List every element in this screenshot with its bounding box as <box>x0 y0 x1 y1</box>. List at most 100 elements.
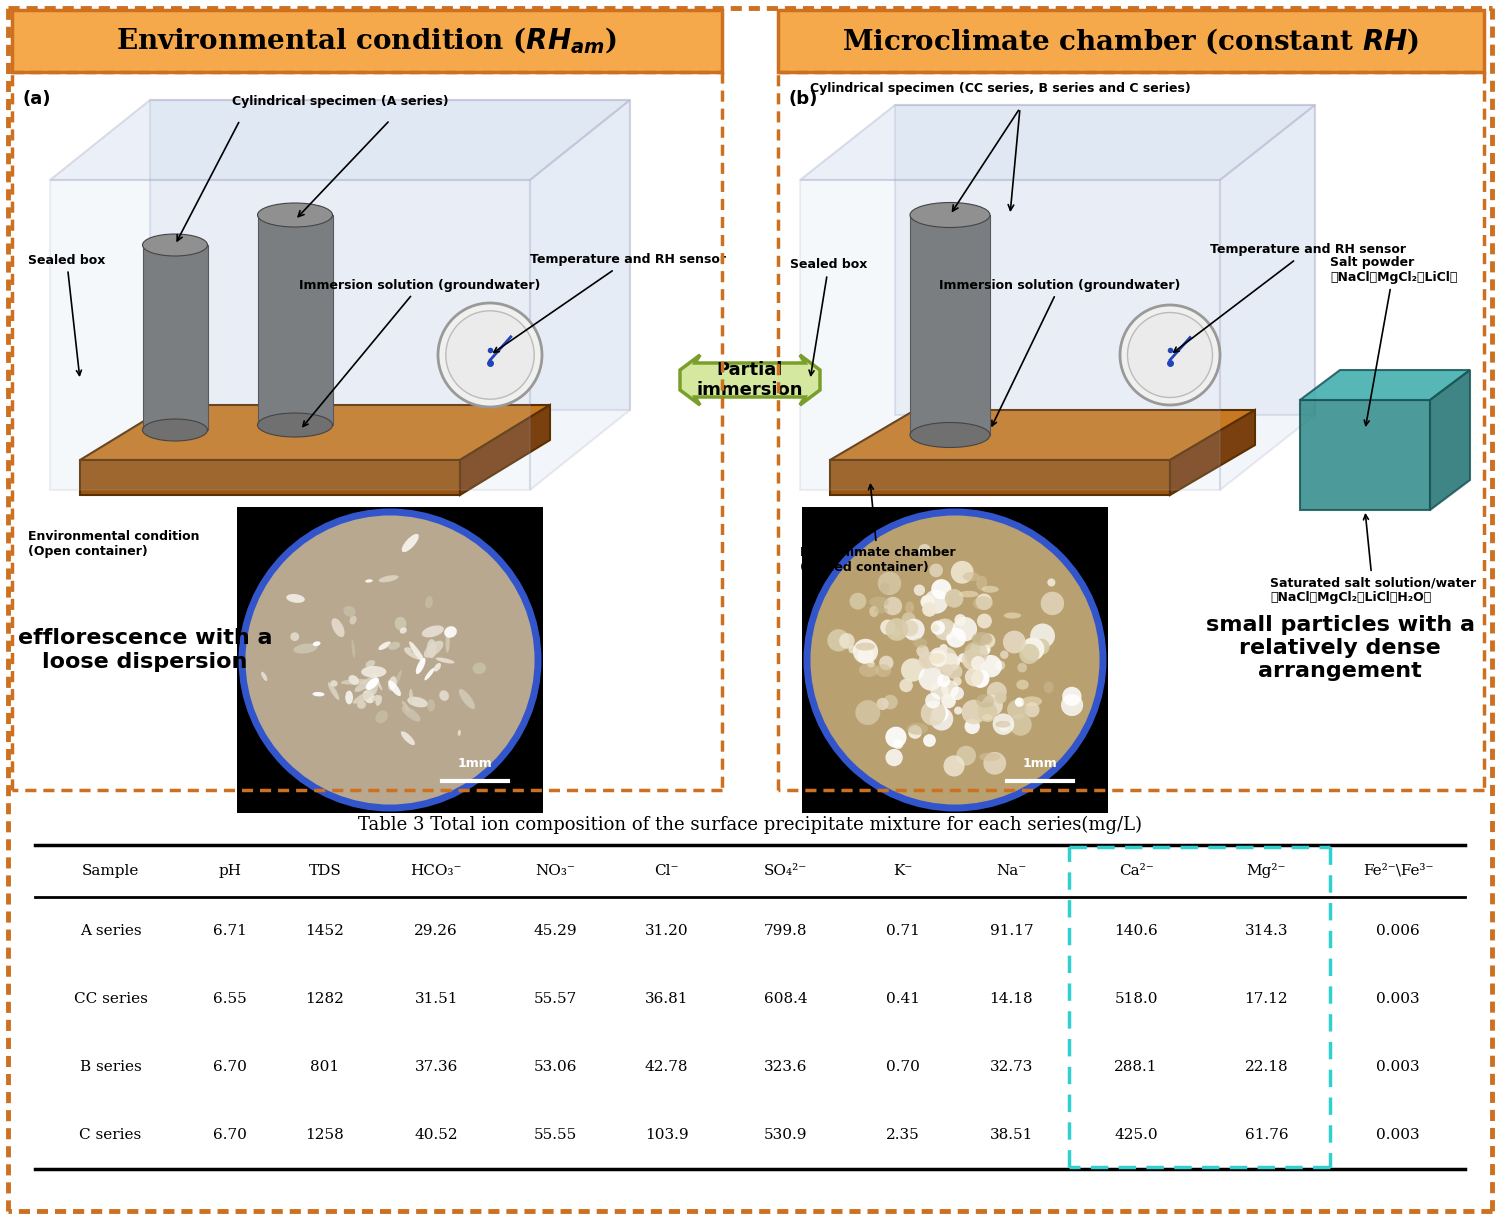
Circle shape <box>996 661 1005 670</box>
Ellipse shape <box>928 653 945 663</box>
Polygon shape <box>1170 410 1256 495</box>
Polygon shape <box>830 460 1170 495</box>
Circle shape <box>921 595 934 610</box>
Circle shape <box>930 681 948 700</box>
Ellipse shape <box>422 625 444 638</box>
Circle shape <box>891 628 902 638</box>
Circle shape <box>938 620 952 635</box>
Circle shape <box>918 666 944 691</box>
Ellipse shape <box>868 596 888 607</box>
Ellipse shape <box>440 690 448 701</box>
Ellipse shape <box>427 700 435 712</box>
Text: Na⁻: Na⁻ <box>996 864 1026 878</box>
Circle shape <box>242 512 538 808</box>
Text: 1452: 1452 <box>306 924 345 937</box>
Text: CC series: CC series <box>74 992 147 1006</box>
Circle shape <box>946 664 963 679</box>
Circle shape <box>1020 644 1040 664</box>
Circle shape <box>879 656 894 670</box>
Ellipse shape <box>374 673 382 690</box>
Ellipse shape <box>362 666 387 678</box>
Ellipse shape <box>411 642 416 653</box>
Ellipse shape <box>1017 680 1029 690</box>
Text: HCO₃⁻: HCO₃⁻ <box>411 864 462 878</box>
Circle shape <box>930 707 952 730</box>
Ellipse shape <box>350 616 357 624</box>
Circle shape <box>981 634 996 649</box>
Circle shape <box>927 655 939 668</box>
Text: 608.4: 608.4 <box>764 992 807 1006</box>
Ellipse shape <box>366 659 375 668</box>
Ellipse shape <box>402 706 420 722</box>
Circle shape <box>976 594 993 610</box>
Circle shape <box>945 589 963 607</box>
Circle shape <box>438 304 542 407</box>
Polygon shape <box>1430 371 1470 510</box>
Circle shape <box>954 707 962 714</box>
Circle shape <box>849 592 867 610</box>
Circle shape <box>876 697 888 709</box>
Circle shape <box>918 544 930 556</box>
Ellipse shape <box>142 234 207 256</box>
Ellipse shape <box>424 668 435 680</box>
Ellipse shape <box>404 647 423 659</box>
Circle shape <box>952 617 976 641</box>
Text: 38.51: 38.51 <box>990 1128 1033 1142</box>
Circle shape <box>951 561 974 584</box>
Text: Cylindrical specimen (A series): Cylindrical specimen (A series) <box>231 95 448 108</box>
Circle shape <box>952 677 962 685</box>
Ellipse shape <box>435 657 454 663</box>
Text: 103.9: 103.9 <box>645 1128 688 1142</box>
Circle shape <box>885 727 906 747</box>
Polygon shape <box>680 355 820 405</box>
Ellipse shape <box>976 575 987 590</box>
Circle shape <box>1034 639 1050 655</box>
Text: 91.17: 91.17 <box>990 924 1033 937</box>
Circle shape <box>922 734 936 747</box>
Circle shape <box>1017 663 1028 673</box>
Circle shape <box>933 650 950 666</box>
Ellipse shape <box>400 731 416 745</box>
Text: 6.70: 6.70 <box>213 1061 246 1074</box>
Ellipse shape <box>354 677 375 692</box>
Circle shape <box>951 686 964 700</box>
Text: 55.57: 55.57 <box>534 992 578 1006</box>
Ellipse shape <box>1044 681 1053 694</box>
Ellipse shape <box>972 631 992 645</box>
Text: 61.76: 61.76 <box>1245 1128 1288 1142</box>
Circle shape <box>1047 578 1056 586</box>
Circle shape <box>980 655 1002 678</box>
Circle shape <box>981 695 1004 716</box>
Polygon shape <box>800 180 1220 490</box>
Ellipse shape <box>402 534 418 552</box>
Circle shape <box>885 748 903 767</box>
Ellipse shape <box>880 583 890 594</box>
Circle shape <box>1128 312 1212 397</box>
Ellipse shape <box>402 701 410 712</box>
Ellipse shape <box>426 639 436 658</box>
Circle shape <box>918 652 936 669</box>
Circle shape <box>1041 591 1064 616</box>
Text: K⁻: K⁻ <box>892 864 912 878</box>
Circle shape <box>934 618 956 640</box>
Polygon shape <box>1220 105 1316 490</box>
Ellipse shape <box>330 680 338 686</box>
Text: 31.20: 31.20 <box>645 924 688 937</box>
Ellipse shape <box>258 204 333 227</box>
Circle shape <box>930 563 944 578</box>
Circle shape <box>446 311 534 399</box>
Text: Sealed box: Sealed box <box>790 258 867 375</box>
Ellipse shape <box>433 663 441 672</box>
Circle shape <box>828 629 849 651</box>
Ellipse shape <box>980 752 1000 761</box>
Circle shape <box>884 597 902 616</box>
FancyBboxPatch shape <box>910 215 990 435</box>
Text: TDS: TDS <box>309 864 342 878</box>
Ellipse shape <box>344 606 355 617</box>
Ellipse shape <box>459 689 476 709</box>
Ellipse shape <box>958 591 978 597</box>
Text: Salt powder
（NaCl、MgCl₂、LiCl）: Salt powder （NaCl、MgCl₂、LiCl） <box>1330 256 1458 425</box>
Circle shape <box>993 713 1014 735</box>
Text: 40.52: 40.52 <box>414 1128 458 1142</box>
Circle shape <box>885 618 908 641</box>
